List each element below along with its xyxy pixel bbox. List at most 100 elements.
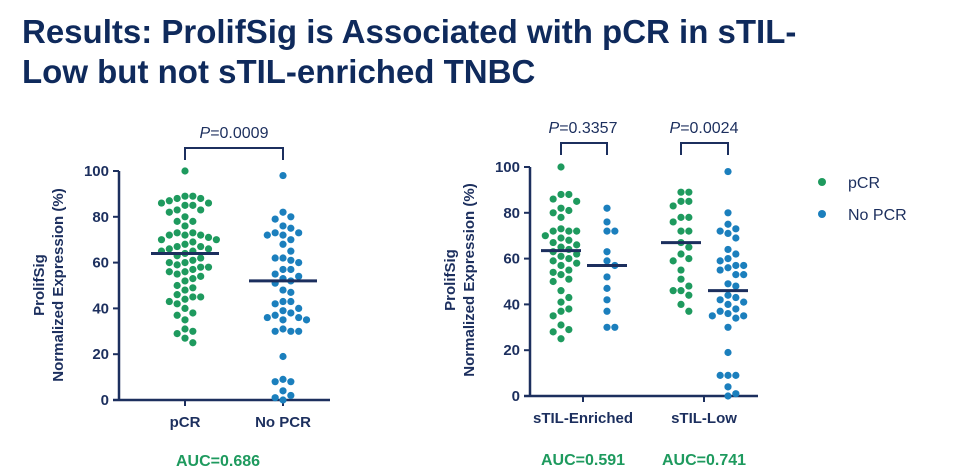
data-point <box>181 240 189 248</box>
data-point <box>549 268 557 276</box>
data-point <box>669 257 677 265</box>
data-point <box>740 312 748 320</box>
auc-label: AUC=0.741 <box>662 452 746 469</box>
data-point <box>732 390 740 398</box>
data-point <box>732 234 740 242</box>
data-point <box>603 284 611 292</box>
data-point <box>181 167 189 175</box>
data-point <box>279 171 287 180</box>
y-axis-label-line-1: ProlifSig <box>31 254 48 316</box>
series-sTIL-Low-No PCR <box>708 167 748 400</box>
data-point <box>685 197 693 205</box>
p-symbol: P <box>670 120 681 137</box>
data-point <box>271 215 279 223</box>
data-point <box>287 224 295 232</box>
significance-bracket <box>680 142 729 155</box>
data-point <box>287 265 295 274</box>
data-point <box>181 268 189 276</box>
data-point <box>565 255 573 263</box>
data-point <box>740 298 748 306</box>
data-point <box>573 250 581 258</box>
data-point <box>740 261 748 270</box>
legend-label: pCR <box>848 175 880 192</box>
y-tick-label: 80 <box>92 209 109 226</box>
data-point <box>287 256 295 264</box>
data-point <box>197 242 205 251</box>
data-point <box>611 323 619 331</box>
data-point <box>685 282 693 290</box>
data-point <box>724 323 732 331</box>
data-point <box>549 312 557 320</box>
data-point <box>557 163 565 171</box>
data-point <box>165 208 173 216</box>
data-point <box>565 325 573 334</box>
data-point <box>279 222 287 230</box>
data-point <box>573 197 581 205</box>
data-point <box>677 250 685 258</box>
data-point <box>565 206 573 215</box>
data-point <box>557 271 565 279</box>
data-point <box>685 255 693 263</box>
data-point <box>197 206 205 214</box>
x-category-label: pCR <box>170 414 201 431</box>
data-point <box>732 305 740 313</box>
data-point <box>716 371 724 379</box>
data-point <box>181 231 189 239</box>
data-point <box>173 300 181 308</box>
data-point <box>271 300 279 308</box>
data-point <box>677 275 685 283</box>
data-point <box>549 238 557 247</box>
data-point <box>189 256 197 264</box>
data-point <box>677 213 685 221</box>
data-point <box>732 314 740 322</box>
data-point <box>724 209 732 217</box>
data-point <box>724 309 732 318</box>
data-point <box>557 234 565 242</box>
y-tick-label: 20 <box>503 342 520 359</box>
p-value: =0.0024 <box>680 120 738 137</box>
data-point <box>724 229 732 238</box>
data-point <box>716 266 724 274</box>
data-point <box>189 339 197 347</box>
data-point <box>181 325 189 333</box>
data-point <box>295 327 303 335</box>
data-point <box>724 245 732 254</box>
data-point <box>685 243 693 251</box>
data-point <box>279 286 287 294</box>
data-point <box>157 199 166 207</box>
data-point <box>189 309 197 317</box>
data-point <box>279 240 287 248</box>
data-point <box>677 266 685 274</box>
data-point <box>603 273 611 281</box>
data-point <box>189 217 197 225</box>
data-point <box>732 271 740 279</box>
y-tick-label: 40 <box>92 300 109 317</box>
series-sTIL-Enriched-pCR <box>541 163 581 343</box>
title-line-1: Results: ProlifSig is Associated with pC… <box>22 13 797 50</box>
data-point <box>279 254 287 262</box>
data-point <box>197 194 205 203</box>
data-point <box>565 190 573 199</box>
data-point <box>724 291 732 299</box>
p-value-label: P=0.3357 <box>549 120 618 137</box>
legend: pCR No PCR <box>818 175 907 224</box>
p-value: =0.0009 <box>210 125 268 142</box>
data-point <box>279 316 287 324</box>
data-point <box>302 316 311 324</box>
data-point <box>204 233 213 242</box>
data-point <box>677 227 685 235</box>
data-point <box>279 297 287 306</box>
data-point <box>189 238 197 246</box>
data-point <box>565 236 573 244</box>
data-point <box>677 287 685 295</box>
data-point <box>732 261 740 270</box>
data-point <box>189 327 197 335</box>
data-point <box>197 231 205 239</box>
data-point <box>549 328 557 336</box>
data-point <box>565 227 573 235</box>
x-category-label: No PCR <box>255 414 311 431</box>
data-point <box>669 218 677 226</box>
y-axis-label-line-2: Normalized Expression (%) <box>461 183 478 376</box>
data-point <box>716 307 724 315</box>
data-point <box>685 213 693 221</box>
